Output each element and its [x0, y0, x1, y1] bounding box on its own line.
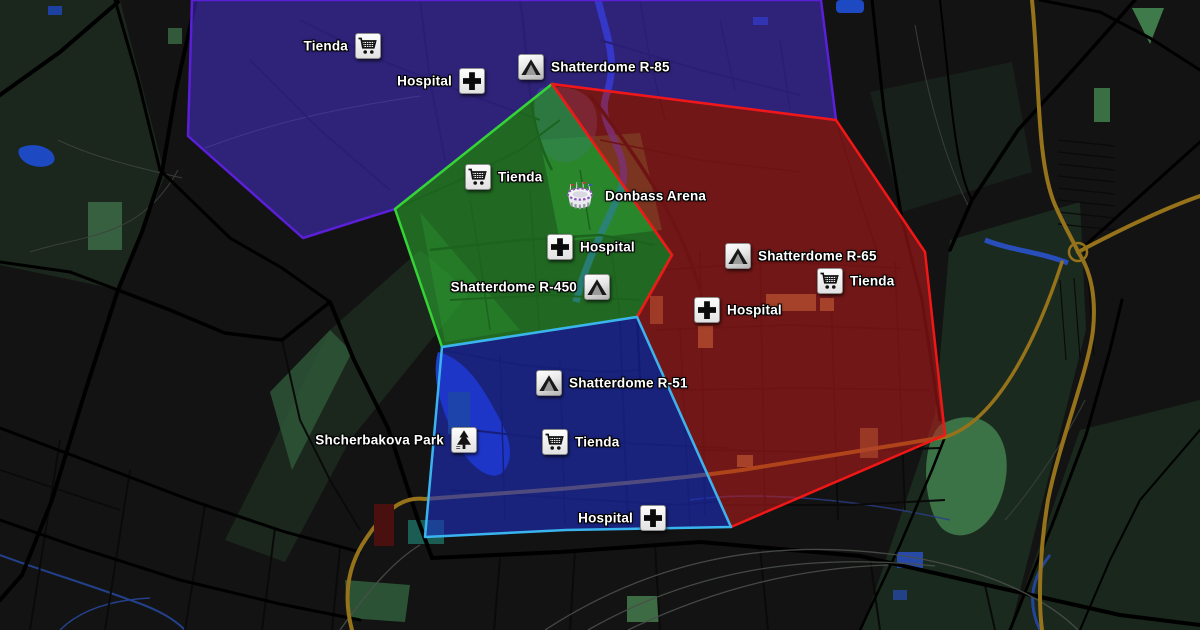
shatterdome-tent-icon — [584, 274, 610, 300]
territory-zones — [186, 0, 947, 539]
marker-hospital[interactable]: Hospital — [694, 297, 782, 323]
marker-label: Shatterdome R-85 — [551, 59, 670, 75]
marker-tienda[interactable]: Tienda — [465, 164, 542, 190]
hospital-cross-icon — [640, 505, 666, 531]
shopping-cart-icon — [542, 429, 568, 455]
marker-shatterdome-r-450[interactable]: Shatterdome R-450 — [451, 274, 610, 300]
shopping-cart-icon — [817, 268, 843, 294]
shatterdome-tent-icon — [536, 370, 562, 396]
marker-label: Shatterdome R-65 — [758, 248, 877, 264]
marker-shatterdome-r-85[interactable]: Shatterdome R-85 — [518, 54, 670, 80]
marker-label: Tienda — [303, 38, 348, 54]
shatterdome-tent-icon — [725, 243, 751, 269]
stadium-icon — [561, 180, 599, 212]
shopping-cart-icon — [355, 33, 381, 59]
marker-label: Donbass Arena — [605, 188, 707, 204]
marker-tienda[interactable]: Tienda — [817, 268, 894, 294]
marker-hospital[interactable]: Hospital — [397, 68, 485, 94]
marker-label: Tienda — [498, 169, 543, 185]
marker-shatterdome-r-51[interactable]: Shatterdome R-51 — [536, 370, 688, 396]
marker-donbass-arena[interactable]: Donbass Arena — [561, 180, 706, 212]
marker-label: Shcherbakova Park — [315, 432, 444, 448]
marker-label: Tienda — [850, 273, 895, 289]
marker-label: Hospital — [580, 239, 635, 255]
marker-hospital[interactable]: Hospital — [578, 505, 666, 531]
zone-red[interactable] — [550, 82, 947, 529]
hospital-cross-icon — [694, 297, 720, 323]
marker-label: Hospital — [397, 73, 452, 89]
hospital-cross-icon — [547, 234, 573, 260]
marker-shcherbakova-park[interactable]: Shcherbakova Park — [315, 427, 477, 453]
marker-label: Hospital — [727, 302, 782, 318]
marker-label: Hospital — [578, 510, 633, 526]
marker-label: Tienda — [575, 434, 620, 450]
marker-tienda[interactable]: Tienda — [542, 429, 619, 455]
marker-hospital[interactable]: Hospital — [547, 234, 635, 260]
marker-label: Shatterdome R-450 — [450, 279, 577, 295]
hospital-cross-icon — [459, 68, 485, 94]
shatterdome-tent-icon — [518, 54, 544, 80]
park-tree-icon — [451, 427, 477, 453]
marker-tienda[interactable]: Tienda — [304, 33, 381, 59]
marker-label: Shatterdome R-51 — [569, 375, 688, 391]
marker-shatterdome-r-65[interactable]: Shatterdome R-65 — [725, 243, 877, 269]
shopping-cart-icon — [465, 164, 491, 190]
